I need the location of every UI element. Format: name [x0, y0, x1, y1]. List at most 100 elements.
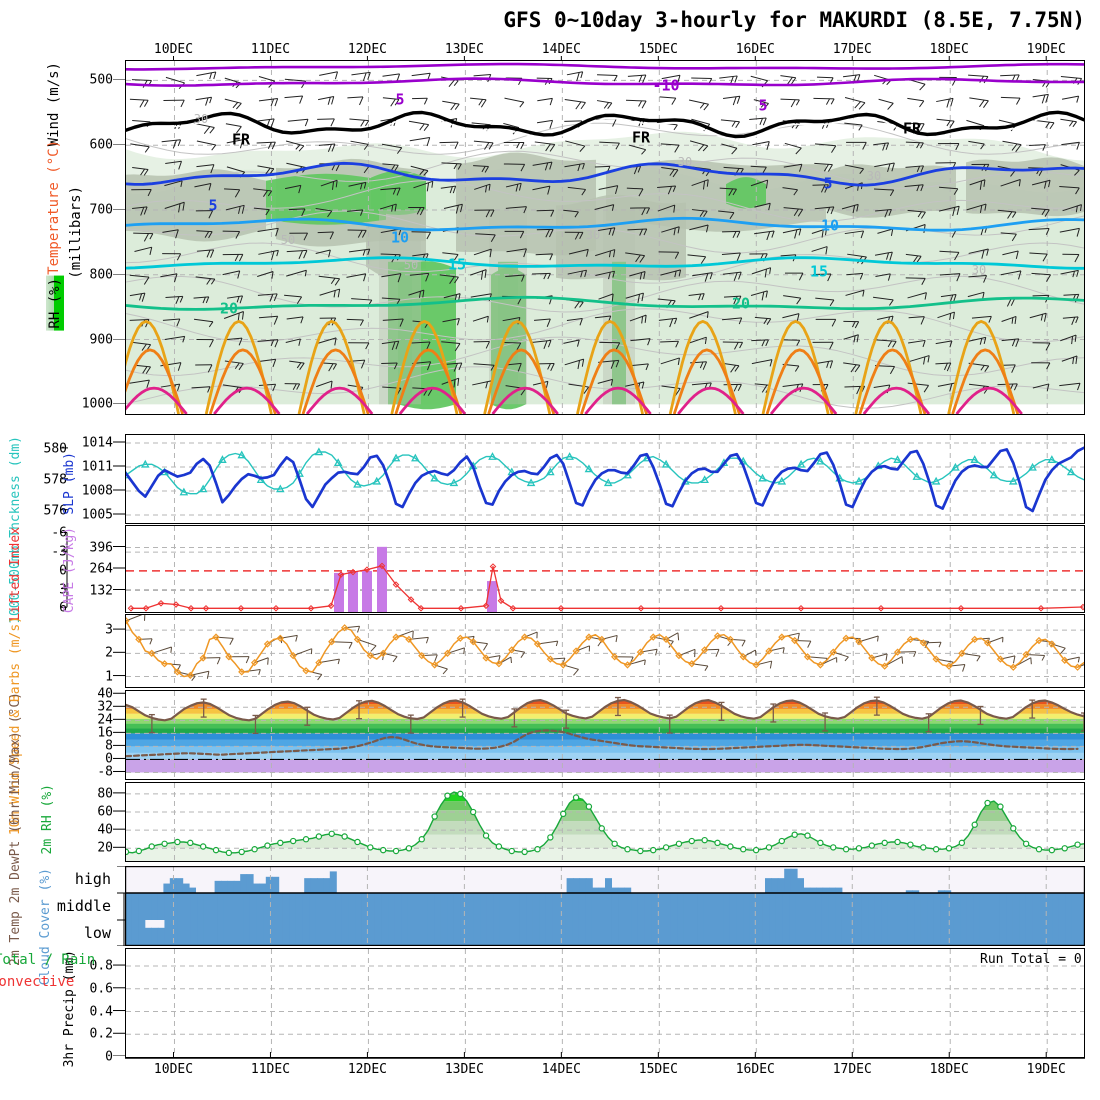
upper-air-panel: -10 5 5 FR FR FR 5 5 10 10 15 15 20 20 30 30 30 30 30 50 50: [125, 60, 1085, 415]
contour-label: 10: [391, 229, 409, 247]
cape-lifted-index-panel: [125, 525, 1085, 613]
date-label-13dec: 13DEC: [444, 1062, 484, 1077]
pressure-tick-600: 600: [89, 137, 113, 153]
contour-label: FR: [232, 131, 251, 149]
pressure-tick-700: 700: [89, 202, 113, 218]
temp-tick-8: 8: [105, 738, 113, 754]
temp-tick-16: 16: [97, 725, 113, 741]
slp-tick-1008: 1008: [81, 483, 113, 499]
cape-tick-132: 132: [89, 583, 113, 598]
axis-label-slp: SLP (mb): [62, 452, 77, 515]
axis-label-wind: Wind (m/s): [46, 62, 62, 147]
rh-tick-40: 40: [97, 822, 113, 838]
contour-label: FR: [632, 129, 651, 147]
rh-tick-80: 80: [97, 786, 113, 802]
contour-label: 5: [823, 175, 832, 193]
rh-axis-ticks: 20 40 60 80: [0, 782, 125, 862]
run-total-label: Run Total = 0: [980, 952, 1082, 967]
date-label-17dec: 17DEC: [832, 1062, 872, 1077]
contour-label: -10: [652, 77, 679, 95]
date-label-11dec: 11DEC: [250, 1062, 291, 1077]
axis-label-lifted-index: Lifted Index: [8, 527, 23, 621]
slp-tick-1005: 1005: [81, 507, 113, 523]
rh-contour-label: 50: [281, 233, 295, 247]
precipitation-panel: [125, 948, 1085, 1058]
precip-tick-0.8: 0.8: [89, 958, 113, 974]
contour-label: 15: [810, 263, 828, 281]
thickness-tick-576: 576: [43, 503, 67, 519]
cloud-row-label-middle: middle: [56, 897, 111, 915]
cape-tick-396: 396: [89, 540, 113, 555]
rh-contour-label: 30: [972, 263, 986, 277]
pressure-tick-800: 800: [89, 267, 113, 283]
date-label-16dec: 16DEC: [735, 42, 775, 57]
wind-tick-3: 3: [105, 622, 113, 638]
rh-contour-label: 50: [404, 258, 418, 272]
contour-label: 5: [208, 197, 217, 215]
page-title: GFS 0~10day 3-hourly for MAKURDI (8.5E, …: [503, 8, 1085, 32]
axis-label-rh-2m: 2m RH (%): [40, 784, 55, 855]
axis-label-rh: RH (%): [46, 276, 64, 331]
date-label-15dec: 15DEC: [638, 42, 678, 57]
wind-tick-1: 1: [105, 669, 113, 685]
legend-convective: Convective: [0, 974, 75, 990]
slp-thickness-panel: [125, 434, 1085, 524]
rh-contour-label: 30: [586, 228, 600, 242]
precip-tick-0.4: 0.4: [89, 1004, 113, 1020]
pressure-axis-ticks: 500 600 700 800 900 1000: [0, 60, 125, 415]
date-label-14dec: 14DEC: [541, 42, 581, 57]
date-label-10dec: 10DEC: [153, 42, 194, 57]
axis-label-cape: CAPE (J/kg): [62, 527, 77, 614]
li-tick--3: -3: [51, 544, 67, 560]
temp-tick-32: 32: [97, 699, 113, 715]
thickness-tick-580: 580: [43, 441, 67, 457]
rh-contour-label: 30: [867, 169, 881, 183]
temperature-dewpoint-panel: [125, 690, 1085, 780]
date-label-12dec: 12DEC: [347, 42, 387, 57]
cloud-row-label-high: high: [74, 870, 111, 888]
wind-axis-ticks: 1 2 3: [0, 614, 125, 688]
cloud-cover-panel: [125, 866, 1085, 946]
date-label-14dec: 14DEC: [541, 1062, 581, 1077]
date-label-18dec: 18DEC: [929, 42, 969, 57]
rh-tick-20: 20: [97, 840, 113, 856]
slp-axis-ticks: 1005 1008 1011 1014 576 578 580: [0, 434, 125, 524]
pressure-tick-900: 900: [89, 332, 113, 347]
date-label-19dec: 19DEC: [1026, 1062, 1066, 1077]
legend-total-rain: Total / Rain: [0, 952, 96, 968]
cloud-axis-ticks: high middle low: [0, 866, 125, 946]
contour-label: 5: [395, 91, 404, 109]
precip-tick-0: 0: [105, 1049, 113, 1065]
bottom-date-axis: 10DEC 11DEC 12DEC 13DEC 14DEC 15DEC 16DEC 17DEC…: [0, 1052, 1100, 1080]
relative-humidity-panel: [125, 782, 1085, 862]
cape-tick-264: 264: [89, 561, 113, 577]
date-label-19dec: 19DEC: [1026, 42, 1066, 57]
temp-tick-40: 40: [97, 686, 113, 702]
rh-contour-label: 30: [194, 112, 208, 126]
contour-label: FR: [903, 120, 922, 138]
wind-tick-2: 2: [105, 645, 113, 661]
wind-speed-panel: [125, 614, 1085, 688]
axis-label-temperature: Temperature (°C): [46, 140, 62, 275]
li-tick-6: 6: [59, 600, 67, 616]
li-tick-3: 3: [59, 582, 67, 598]
temp-tick--8: -8: [97, 764, 113, 780]
date-label-17dec: 17DEC: [832, 42, 872, 57]
li-tick--6: -6: [51, 525, 67, 541]
li-tick-0: 0: [59, 563, 67, 579]
date-label-15dec: 15DEC: [638, 1062, 678, 1077]
axis-label-millibars: (millibars): [68, 186, 84, 279]
top-date-axis: 10DEC 11DEC 12DEC 13DEC 14DEC 15DEC 16DEC 17DEC…: [0, 42, 1100, 60]
slp-tick-1011: 1011: [81, 459, 113, 475]
temperature-axis-ticks: 40 32 24 16 8 0 -8: [0, 686, 125, 780]
rh-contour-label: 30: [678, 155, 692, 169]
date-label-11dec: 11DEC: [250, 42, 291, 57]
contour-label: 20: [732, 295, 750, 313]
contour-label: 5: [758, 97, 767, 115]
precip-tick-0.2: 0.2: [89, 1026, 113, 1042]
cloud-row-label-low: low: [83, 924, 111, 942]
date-label-18dec: 18DEC: [929, 1062, 969, 1077]
thickness-tick-578: 578: [43, 472, 67, 488]
contour-label: 15: [448, 256, 466, 274]
